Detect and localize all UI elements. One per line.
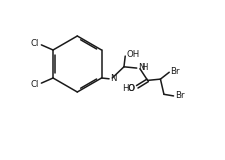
Text: OH: OH <box>126 50 140 59</box>
Text: Br: Br <box>170 67 180 76</box>
Text: O: O <box>128 84 134 93</box>
Text: Cl: Cl <box>30 39 39 48</box>
Text: Cl: Cl <box>30 80 39 89</box>
Text: H: H <box>141 63 148 72</box>
Text: N: N <box>110 74 117 83</box>
Text: N: N <box>138 63 145 72</box>
Text: HO: HO <box>122 84 135 93</box>
Text: Br: Br <box>175 91 184 100</box>
